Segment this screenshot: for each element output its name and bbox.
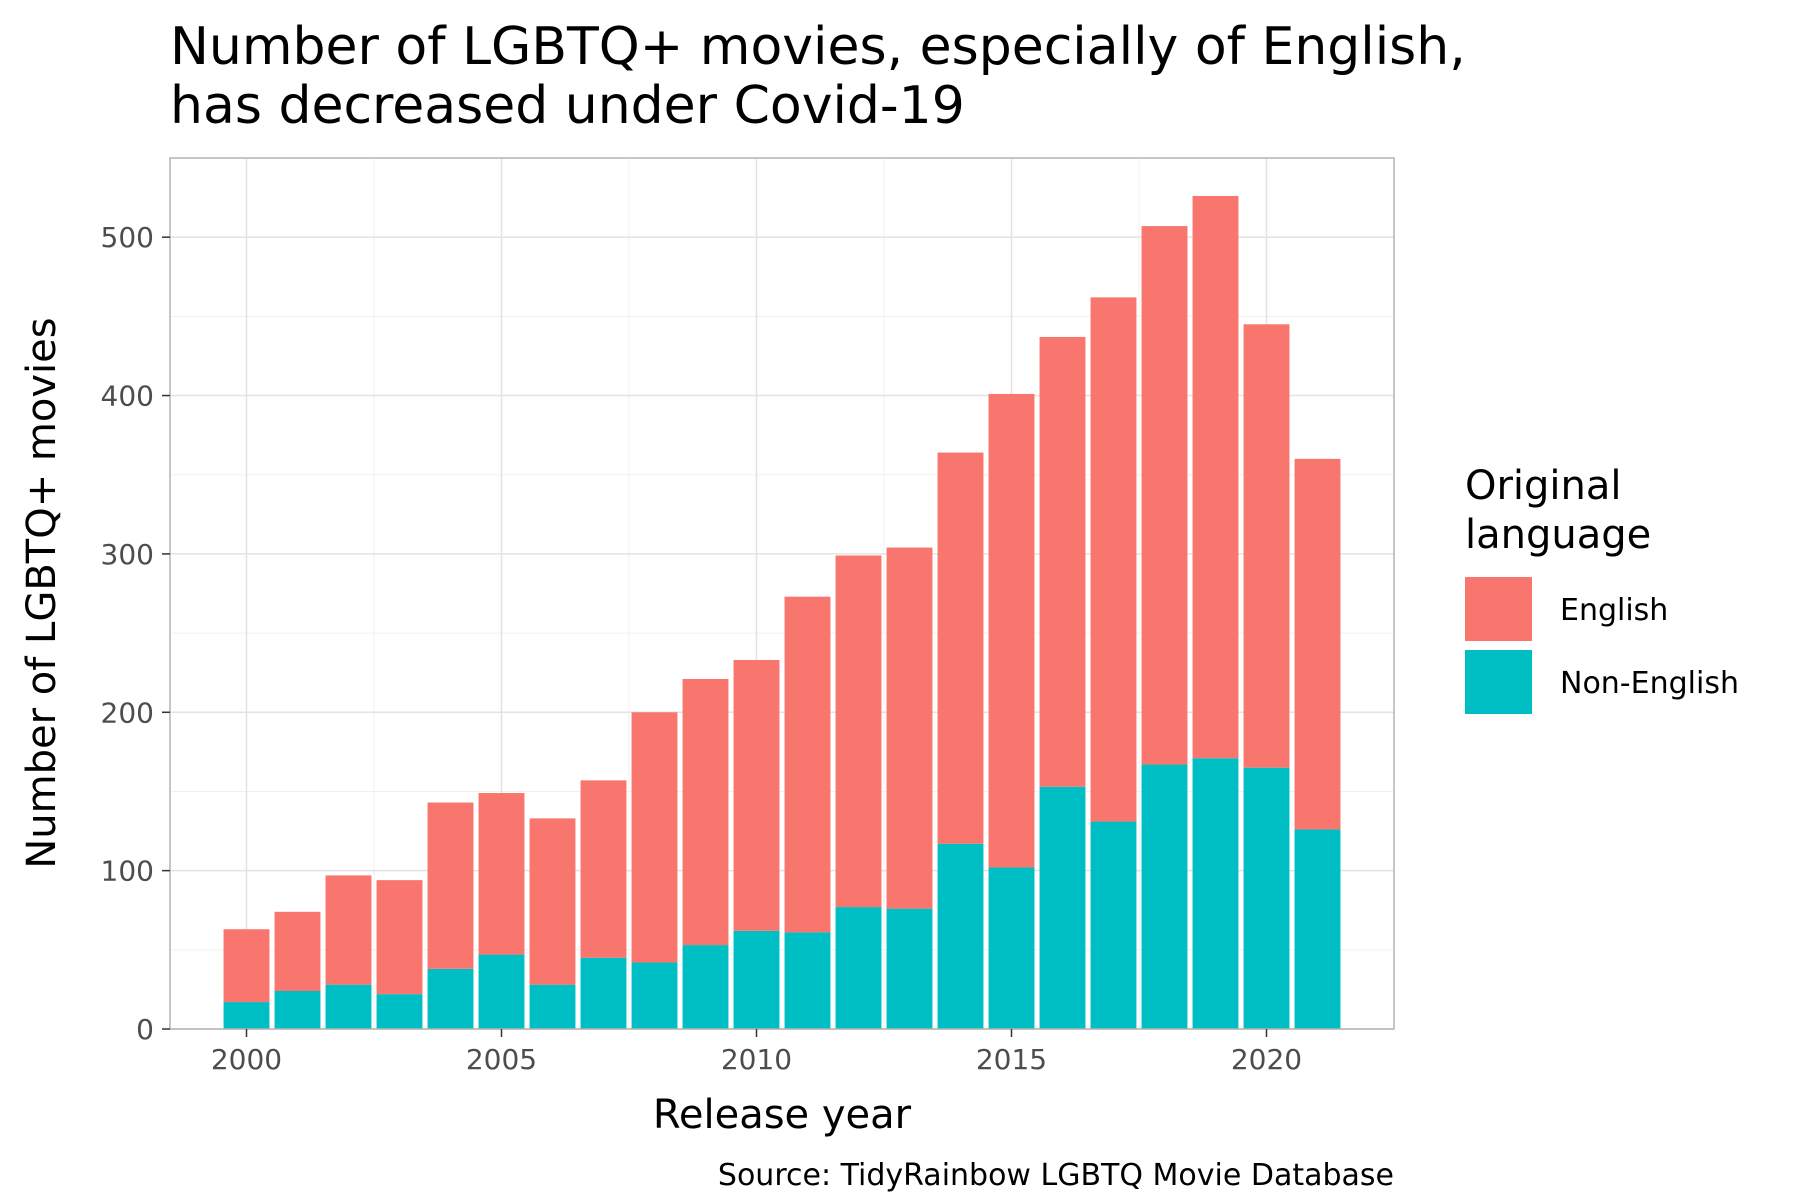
bar-english-2014: [937, 452, 984, 844]
bar-english-2019: [1192, 196, 1239, 759]
legend-label-non-english: Non-English: [1560, 666, 1739, 701]
bar-non-english-2003: [376, 994, 423, 1029]
legend-title-line-1: Original: [1465, 463, 1622, 509]
bar-english-2007: [580, 780, 627, 958]
bar-english-2012: [835, 555, 882, 908]
bars-layer: [223, 196, 1341, 1029]
legend: Original language English Non-English: [1465, 463, 1739, 714]
x-tick-label: 2005: [466, 1043, 537, 1076]
bar-english-2004: [427, 802, 474, 969]
bar-non-english-2002: [325, 984, 372, 1029]
y-tick-label: 500: [101, 221, 154, 254]
y-tick-label: 300: [101, 538, 154, 571]
legend-label-english: English: [1560, 593, 1668, 628]
bar-non-english-2015: [988, 867, 1035, 1029]
bar-non-english-2006: [529, 984, 576, 1029]
bar-english-2009: [682, 679, 729, 946]
bar-english-2021: [1294, 458, 1341, 830]
chart-title-line-1: Number of LGBTQ+ movies, especially of E…: [170, 17, 1466, 77]
plot-panel-border: [169, 157, 1395, 1030]
bar-english-2001: [274, 911, 321, 991]
bar-non-english-2014: [937, 843, 984, 1029]
bar-english-2018: [1141, 226, 1188, 765]
chart-title-line-2: has decreased under Covid-19: [170, 76, 965, 136]
chart-caption: Source: TidyRainbow LGBTQ Movie Database: [718, 1158, 1394, 1193]
bar-non-english-2007: [580, 957, 627, 1029]
bar-non-english-2009: [682, 945, 729, 1029]
y-tick-label: 100: [101, 855, 154, 888]
bar-non-english-2010: [733, 930, 780, 1029]
bar-non-english-2004: [427, 968, 474, 1029]
bar-english-2016: [1039, 336, 1086, 787]
bar-non-english-2016: [1039, 786, 1086, 1029]
x-tick-label: 2000: [211, 1043, 282, 1076]
y-tick-label: 400: [101, 380, 154, 413]
x-tick-label: 2015: [976, 1043, 1047, 1076]
x-tick-label: 2010: [721, 1043, 792, 1076]
bar-english-2017: [1090, 297, 1137, 822]
bar-non-english-2019: [1192, 758, 1239, 1029]
bar-non-english-2012: [835, 907, 882, 1029]
y-tick-label: 0: [136, 1013, 154, 1046]
bar-english-2010: [733, 660, 780, 931]
bar-english-2011: [784, 596, 831, 933]
bar-english-2005: [478, 793, 525, 955]
bar-english-2002: [325, 875, 372, 985]
bar-non-english-2021: [1294, 829, 1341, 1029]
x-tick-label: 2020: [1231, 1043, 1302, 1076]
bar-english-2020: [1243, 324, 1290, 768]
bar-english-2000: [223, 929, 270, 1003]
bar-english-2015: [988, 393, 1035, 868]
y-axis-title: Number of LGBTQ+ movies: [19, 317, 65, 868]
bar-english-2013: [886, 547, 933, 909]
bar-non-english-2005: [478, 954, 525, 1029]
legend-key-english: [1465, 577, 1532, 641]
axes-layer: 0 100 200 300 400 500 2000 2005 2010 2015 2020: [101, 221, 1303, 1076]
bar-non-english-2013: [886, 908, 933, 1029]
bar-non-english-2017: [1090, 821, 1137, 1029]
legend-key-non-english: [1465, 650, 1532, 714]
bar-english-2006: [529, 818, 576, 985]
bar-non-english-2000: [223, 1002, 270, 1029]
bar-non-english-2001: [274, 990, 321, 1029]
bar-english-2008: [631, 712, 678, 963]
bar-non-english-2020: [1243, 767, 1290, 1029]
bar-non-english-2011: [784, 932, 831, 1029]
y-tick-label: 200: [101, 696, 154, 729]
bar-non-english-2008: [631, 962, 678, 1029]
bar-english-2003: [376, 880, 423, 995]
bar-non-english-2018: [1141, 764, 1188, 1029]
x-axis-title: Release year: [653, 1092, 912, 1138]
legend-title-line-2: language: [1465, 512, 1651, 558]
